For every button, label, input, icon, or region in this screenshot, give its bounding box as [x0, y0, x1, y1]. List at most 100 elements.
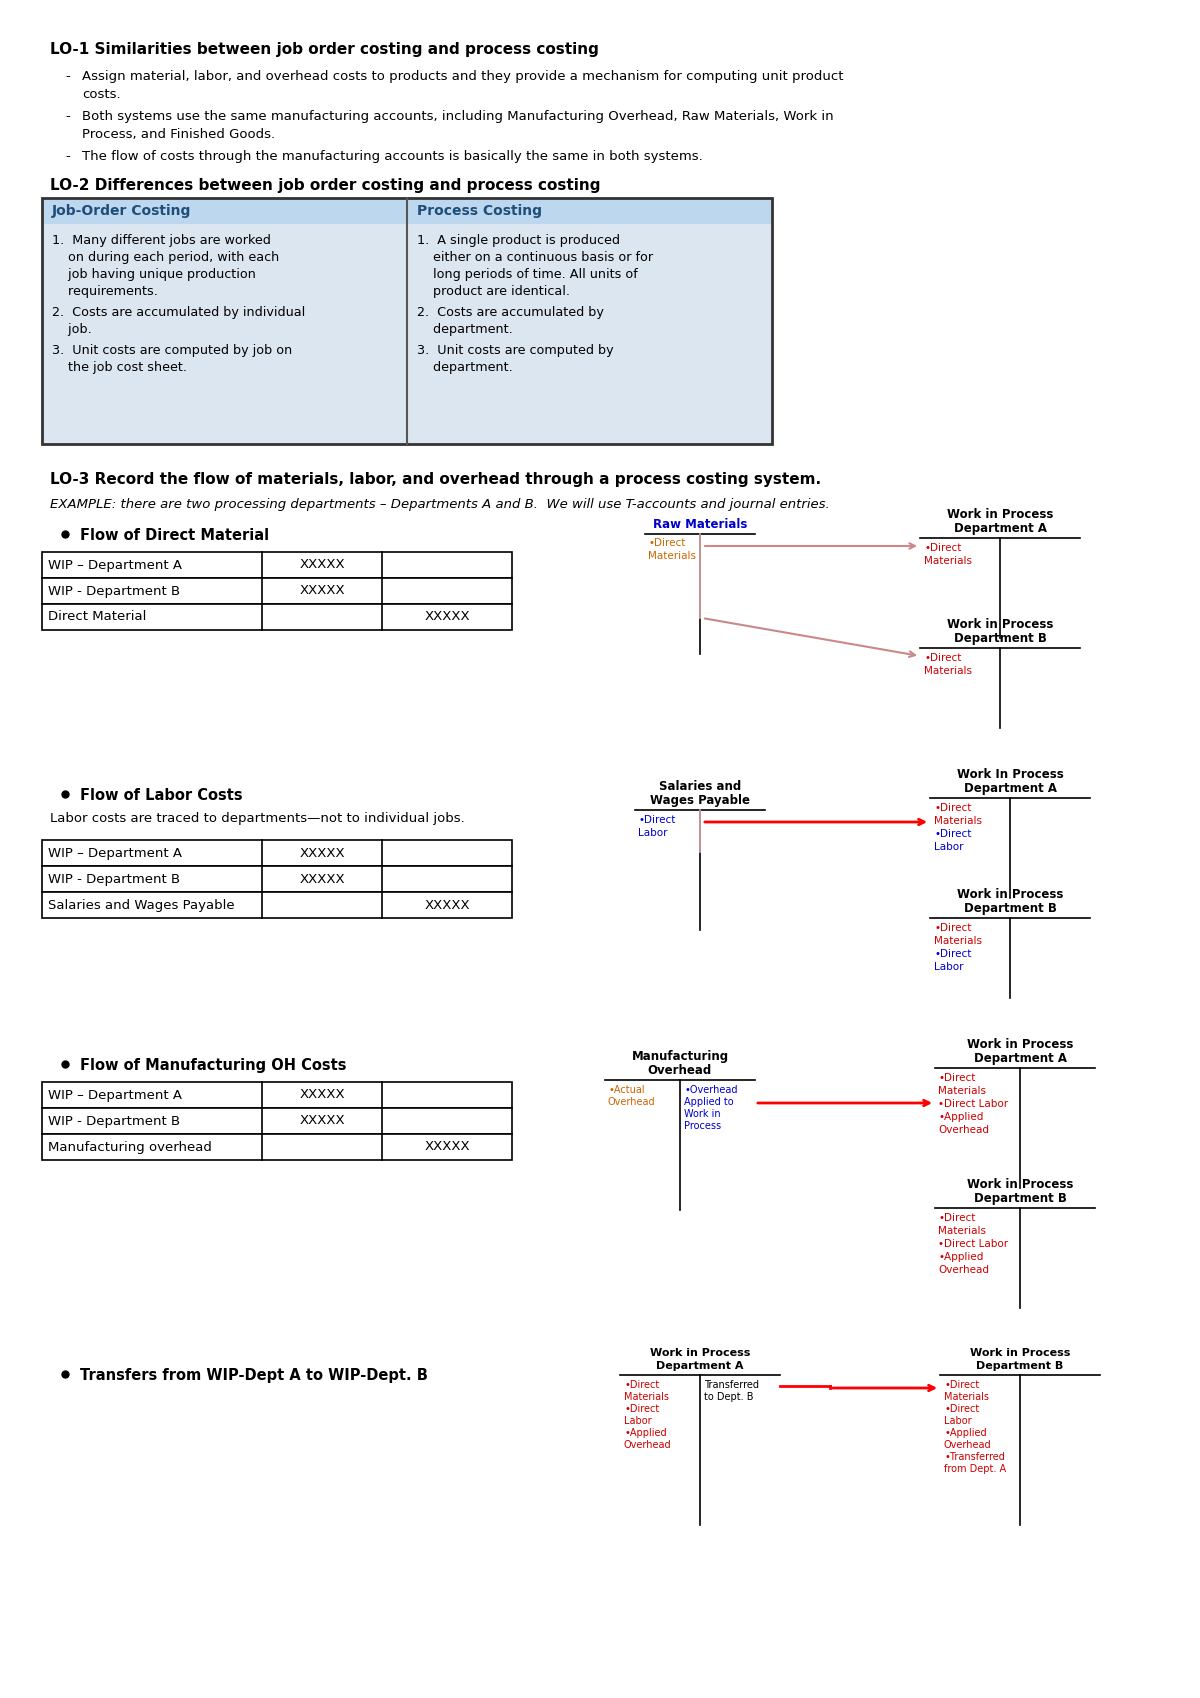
Text: •Direct: •Direct: [934, 949, 971, 959]
Text: Department A: Department A: [954, 521, 1046, 535]
Text: 1.  Many different jobs are worked: 1. Many different jobs are worked: [52, 234, 271, 246]
Text: either on a continuous basis or for: either on a continuous basis or for: [418, 251, 653, 263]
Text: Materials: Materials: [934, 936, 982, 946]
Text: to Dept. B: to Dept. B: [704, 1392, 754, 1403]
Text: Overhead: Overhead: [608, 1097, 655, 1107]
Text: XXXXX: XXXXX: [299, 1088, 344, 1102]
Text: •Direct: •Direct: [934, 829, 971, 839]
Text: •Applied: •Applied: [944, 1428, 986, 1438]
Text: •Direct: •Direct: [938, 1212, 976, 1223]
Text: XXXXX: XXXXX: [424, 611, 470, 623]
Text: •Applied: •Applied: [938, 1251, 983, 1262]
Text: LO-3 Record the flow of materials, labor, and overhead through a process costing: LO-3 Record the flow of materials, labor…: [50, 472, 821, 487]
Text: •Overhead: •Overhead: [684, 1085, 738, 1095]
Text: Materials: Materials: [924, 666, 972, 676]
Text: Labor: Labor: [624, 1416, 652, 1426]
Text: Labor: Labor: [638, 829, 667, 839]
Bar: [42, 224, 772, 443]
Text: Applied to: Applied to: [684, 1097, 733, 1107]
Text: Overhead: Overhead: [944, 1440, 991, 1450]
Text: Work in Process: Work in Process: [956, 888, 1063, 902]
Text: Department A: Department A: [656, 1362, 744, 1370]
Text: LO-1 Similarities between job order costing and process costing: LO-1 Similarities between job order cost…: [50, 42, 599, 58]
Text: 2.  Costs are accumulated by: 2. Costs are accumulated by: [418, 306, 604, 319]
Text: Both systems use the same manufacturing accounts, including Manufacturing Overhe: Both systems use the same manufacturing …: [82, 110, 834, 122]
Text: Assign material, labor, and overhead costs to products and they provide a mechan: Assign material, labor, and overhead cos…: [82, 70, 844, 83]
Text: •Direct: •Direct: [638, 815, 676, 825]
Text: Department A: Department A: [973, 1053, 1067, 1065]
Text: •Direct: •Direct: [934, 924, 971, 932]
Text: •Direct Labor: •Direct Labor: [938, 1099, 1008, 1109]
Text: Work in: Work in: [684, 1109, 721, 1119]
Text: WIP – Department A: WIP – Department A: [48, 1088, 182, 1102]
Text: job having unique production: job having unique production: [52, 268, 256, 280]
Text: Direct Material: Direct Material: [48, 611, 146, 623]
Text: Materials: Materials: [648, 550, 696, 560]
Text: Raw Materials: Raw Materials: [653, 518, 748, 531]
Bar: [42, 604, 512, 630]
Text: XXXXX: XXXXX: [299, 1114, 344, 1127]
Text: XXXXX: XXXXX: [424, 1141, 470, 1153]
Text: XXXXX: XXXXX: [299, 584, 344, 598]
Text: Transferred: Transferred: [704, 1380, 760, 1391]
Text: XXXXX: XXXXX: [299, 559, 344, 572]
Text: Work in Process: Work in Process: [967, 1037, 1073, 1051]
Text: Materials: Materials: [924, 555, 972, 565]
Text: Work in Process: Work in Process: [967, 1178, 1073, 1190]
Text: job.: job.: [52, 323, 91, 336]
Text: -: -: [65, 70, 70, 83]
Text: Materials: Materials: [938, 1226, 986, 1236]
Text: EXAMPLE: there are two processing departments – Departments A and B.  We will us: EXAMPLE: there are two processing depart…: [50, 498, 829, 511]
Text: •Direct: •Direct: [624, 1380, 659, 1391]
Text: •Direct: •Direct: [944, 1380, 979, 1391]
Text: XXXXX: XXXXX: [299, 873, 344, 885]
Bar: [42, 1109, 512, 1134]
Text: Materials: Materials: [624, 1392, 670, 1403]
Bar: [42, 199, 772, 224]
Text: Materials: Materials: [934, 817, 982, 825]
Text: •Direct: •Direct: [624, 1404, 659, 1414]
Text: -: -: [65, 110, 70, 122]
Text: product are identical.: product are identical.: [418, 285, 570, 299]
Text: Work in Process: Work in Process: [970, 1348, 1070, 1358]
Text: on during each period, with each: on during each period, with each: [52, 251, 280, 263]
Text: costs.: costs.: [82, 88, 121, 100]
Text: 3.  Unit costs are computed by job on: 3. Unit costs are computed by job on: [52, 345, 293, 357]
Text: Work in Process: Work in Process: [947, 508, 1054, 521]
Bar: [42, 1134, 512, 1160]
Text: Process Costing: Process Costing: [418, 204, 542, 217]
Text: requirements.: requirements.: [52, 285, 158, 299]
Text: Manufacturing overhead: Manufacturing overhead: [48, 1141, 212, 1153]
Text: Materials: Materials: [938, 1087, 986, 1095]
Text: Overhead: Overhead: [938, 1126, 989, 1134]
Text: Transfers from WIP-Dept A to WIP-Dept. B: Transfers from WIP-Dept A to WIP-Dept. B: [80, 1369, 428, 1382]
Text: WIP - Department B: WIP - Department B: [48, 584, 180, 598]
Text: WIP – Department A: WIP – Department A: [48, 559, 182, 572]
Text: Work in Process: Work in Process: [650, 1348, 750, 1358]
Text: Labor: Labor: [934, 842, 964, 852]
Text: the job cost sheet.: the job cost sheet.: [52, 362, 187, 374]
Text: Process, and Finished Goods.: Process, and Finished Goods.: [82, 127, 275, 141]
Bar: [42, 841, 512, 866]
Text: Department A: Department A: [964, 783, 1056, 795]
Text: Department B: Department B: [954, 632, 1046, 645]
Text: Flow of Manufacturing OH Costs: Flow of Manufacturing OH Costs: [80, 1058, 347, 1073]
Text: •Actual: •Actual: [608, 1085, 644, 1095]
Text: Job-Order Costing: Job-Order Costing: [52, 204, 191, 217]
Text: Department B: Department B: [977, 1362, 1063, 1370]
Bar: [42, 1082, 512, 1109]
Text: WIP - Department B: WIP - Department B: [48, 1114, 180, 1127]
Text: LO-2 Differences between job order costing and process costing: LO-2 Differences between job order costi…: [50, 178, 600, 194]
Text: Salaries and: Salaries and: [659, 779, 742, 793]
Text: -: -: [65, 149, 70, 163]
Bar: [42, 866, 512, 891]
Text: Flow of Direct Material: Flow of Direct Material: [80, 528, 269, 543]
Text: Salaries and Wages Payable: Salaries and Wages Payable: [48, 898, 235, 912]
Text: Materials: Materials: [944, 1392, 989, 1403]
Text: XXXXX: XXXXX: [299, 847, 344, 859]
Text: Overhead: Overhead: [648, 1065, 712, 1077]
Bar: [42, 891, 512, 919]
Text: from Dept. A: from Dept. A: [944, 1464, 1006, 1474]
Text: XXXXX: XXXXX: [424, 898, 470, 912]
Text: •Applied: •Applied: [938, 1112, 983, 1122]
